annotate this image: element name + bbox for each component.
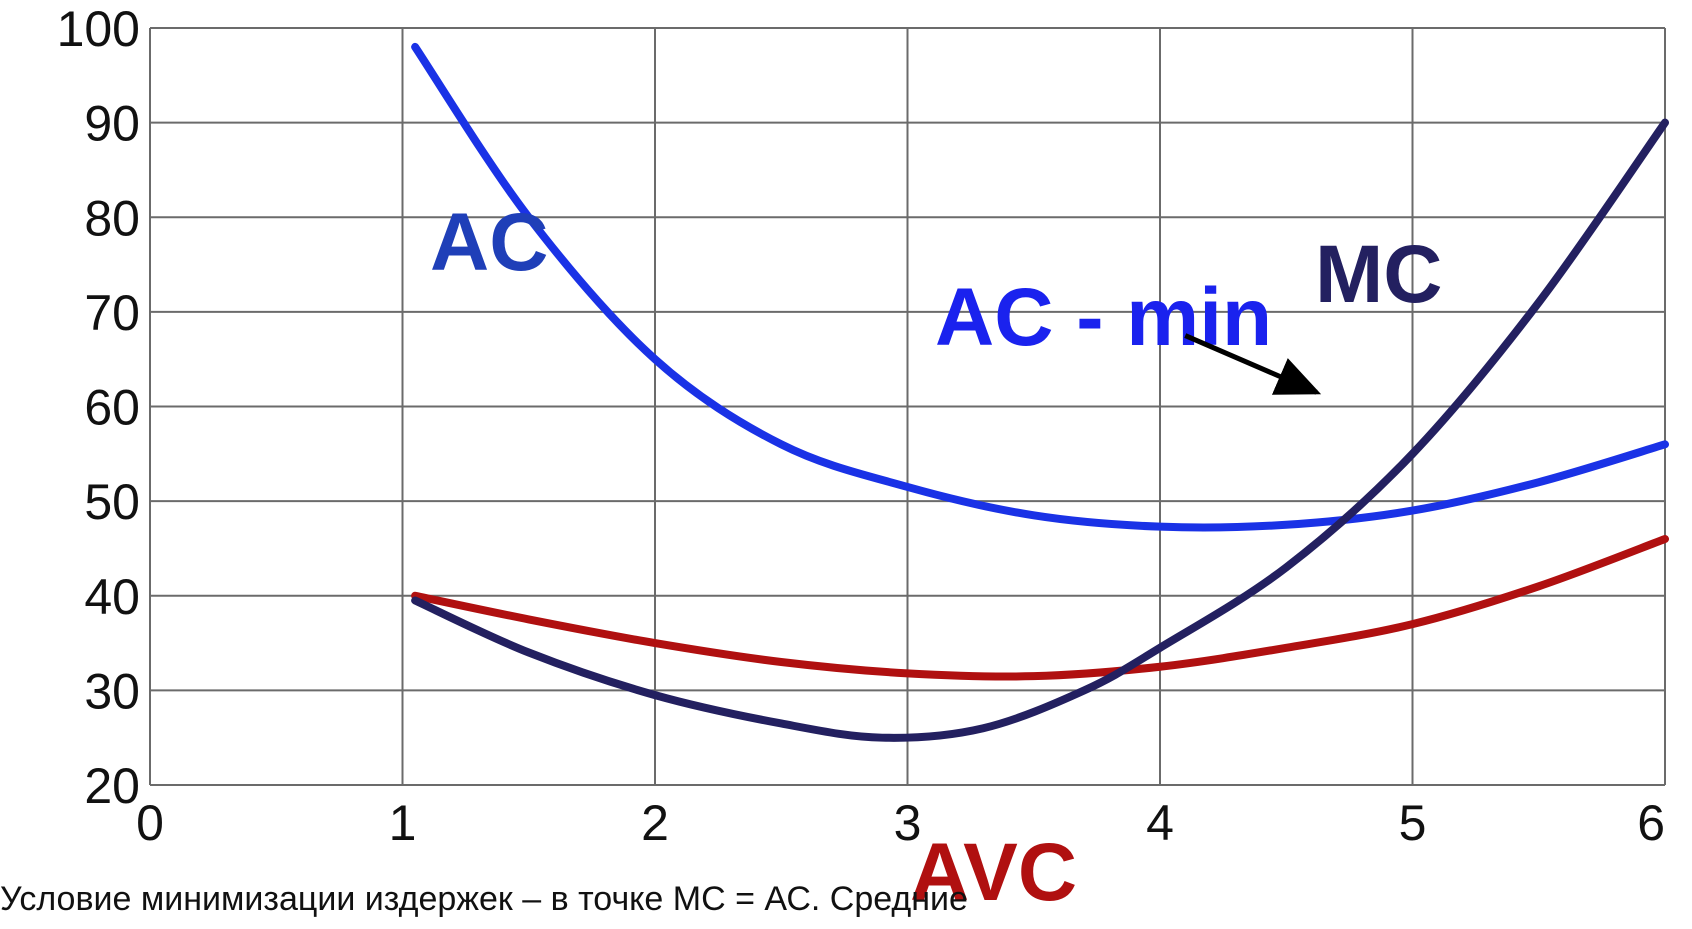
- series-ac-line: [411, 42, 1669, 532]
- y-tick-label: 70: [84, 285, 140, 341]
- x-axis-ticks: 0 1 2 3 4 5 6: [136, 795, 1665, 851]
- ac-min-arrow: [1184, 333, 1322, 395]
- x-tick-label: 3: [894, 795, 922, 851]
- y-tick-label: 80: [84, 190, 140, 246]
- series-lines: [411, 42, 1669, 742]
- grid-lines: [149, 27, 1666, 786]
- y-tick-label: 60: [84, 380, 140, 436]
- x-tick-label: 2: [641, 795, 669, 851]
- x-tick-label: 1: [389, 795, 417, 851]
- curve-labels: AC MC AVC AC - min: [430, 197, 1443, 918]
- y-tick-label: 40: [84, 569, 140, 625]
- y-tick-label: 100: [57, 1, 140, 57]
- caption-text: Условие минимизации издержек – в точке М…: [0, 880, 968, 918]
- x-tick-label: 5: [1399, 795, 1427, 851]
- x-tick-label: 0: [136, 795, 164, 851]
- y-tick-label: 20: [84, 758, 140, 814]
- avc-curve-label: AVC: [910, 827, 1077, 918]
- y-tick-label: 90: [84, 96, 140, 152]
- y-tick-label: 30: [84, 663, 140, 719]
- series-avc-line: [411, 534, 1669, 681]
- ac-curve-label: AC: [430, 197, 548, 288]
- x-tick-label: 4: [1146, 795, 1174, 851]
- y-tick-label: 50: [84, 474, 140, 530]
- series-mc-line: [411, 118, 1669, 742]
- y-axis-ticks: 20 30 40 50 60 70 80 90 100: [57, 1, 140, 814]
- mc-curve-label: MC: [1315, 229, 1443, 320]
- x-tick-label: 6: [1637, 795, 1665, 851]
